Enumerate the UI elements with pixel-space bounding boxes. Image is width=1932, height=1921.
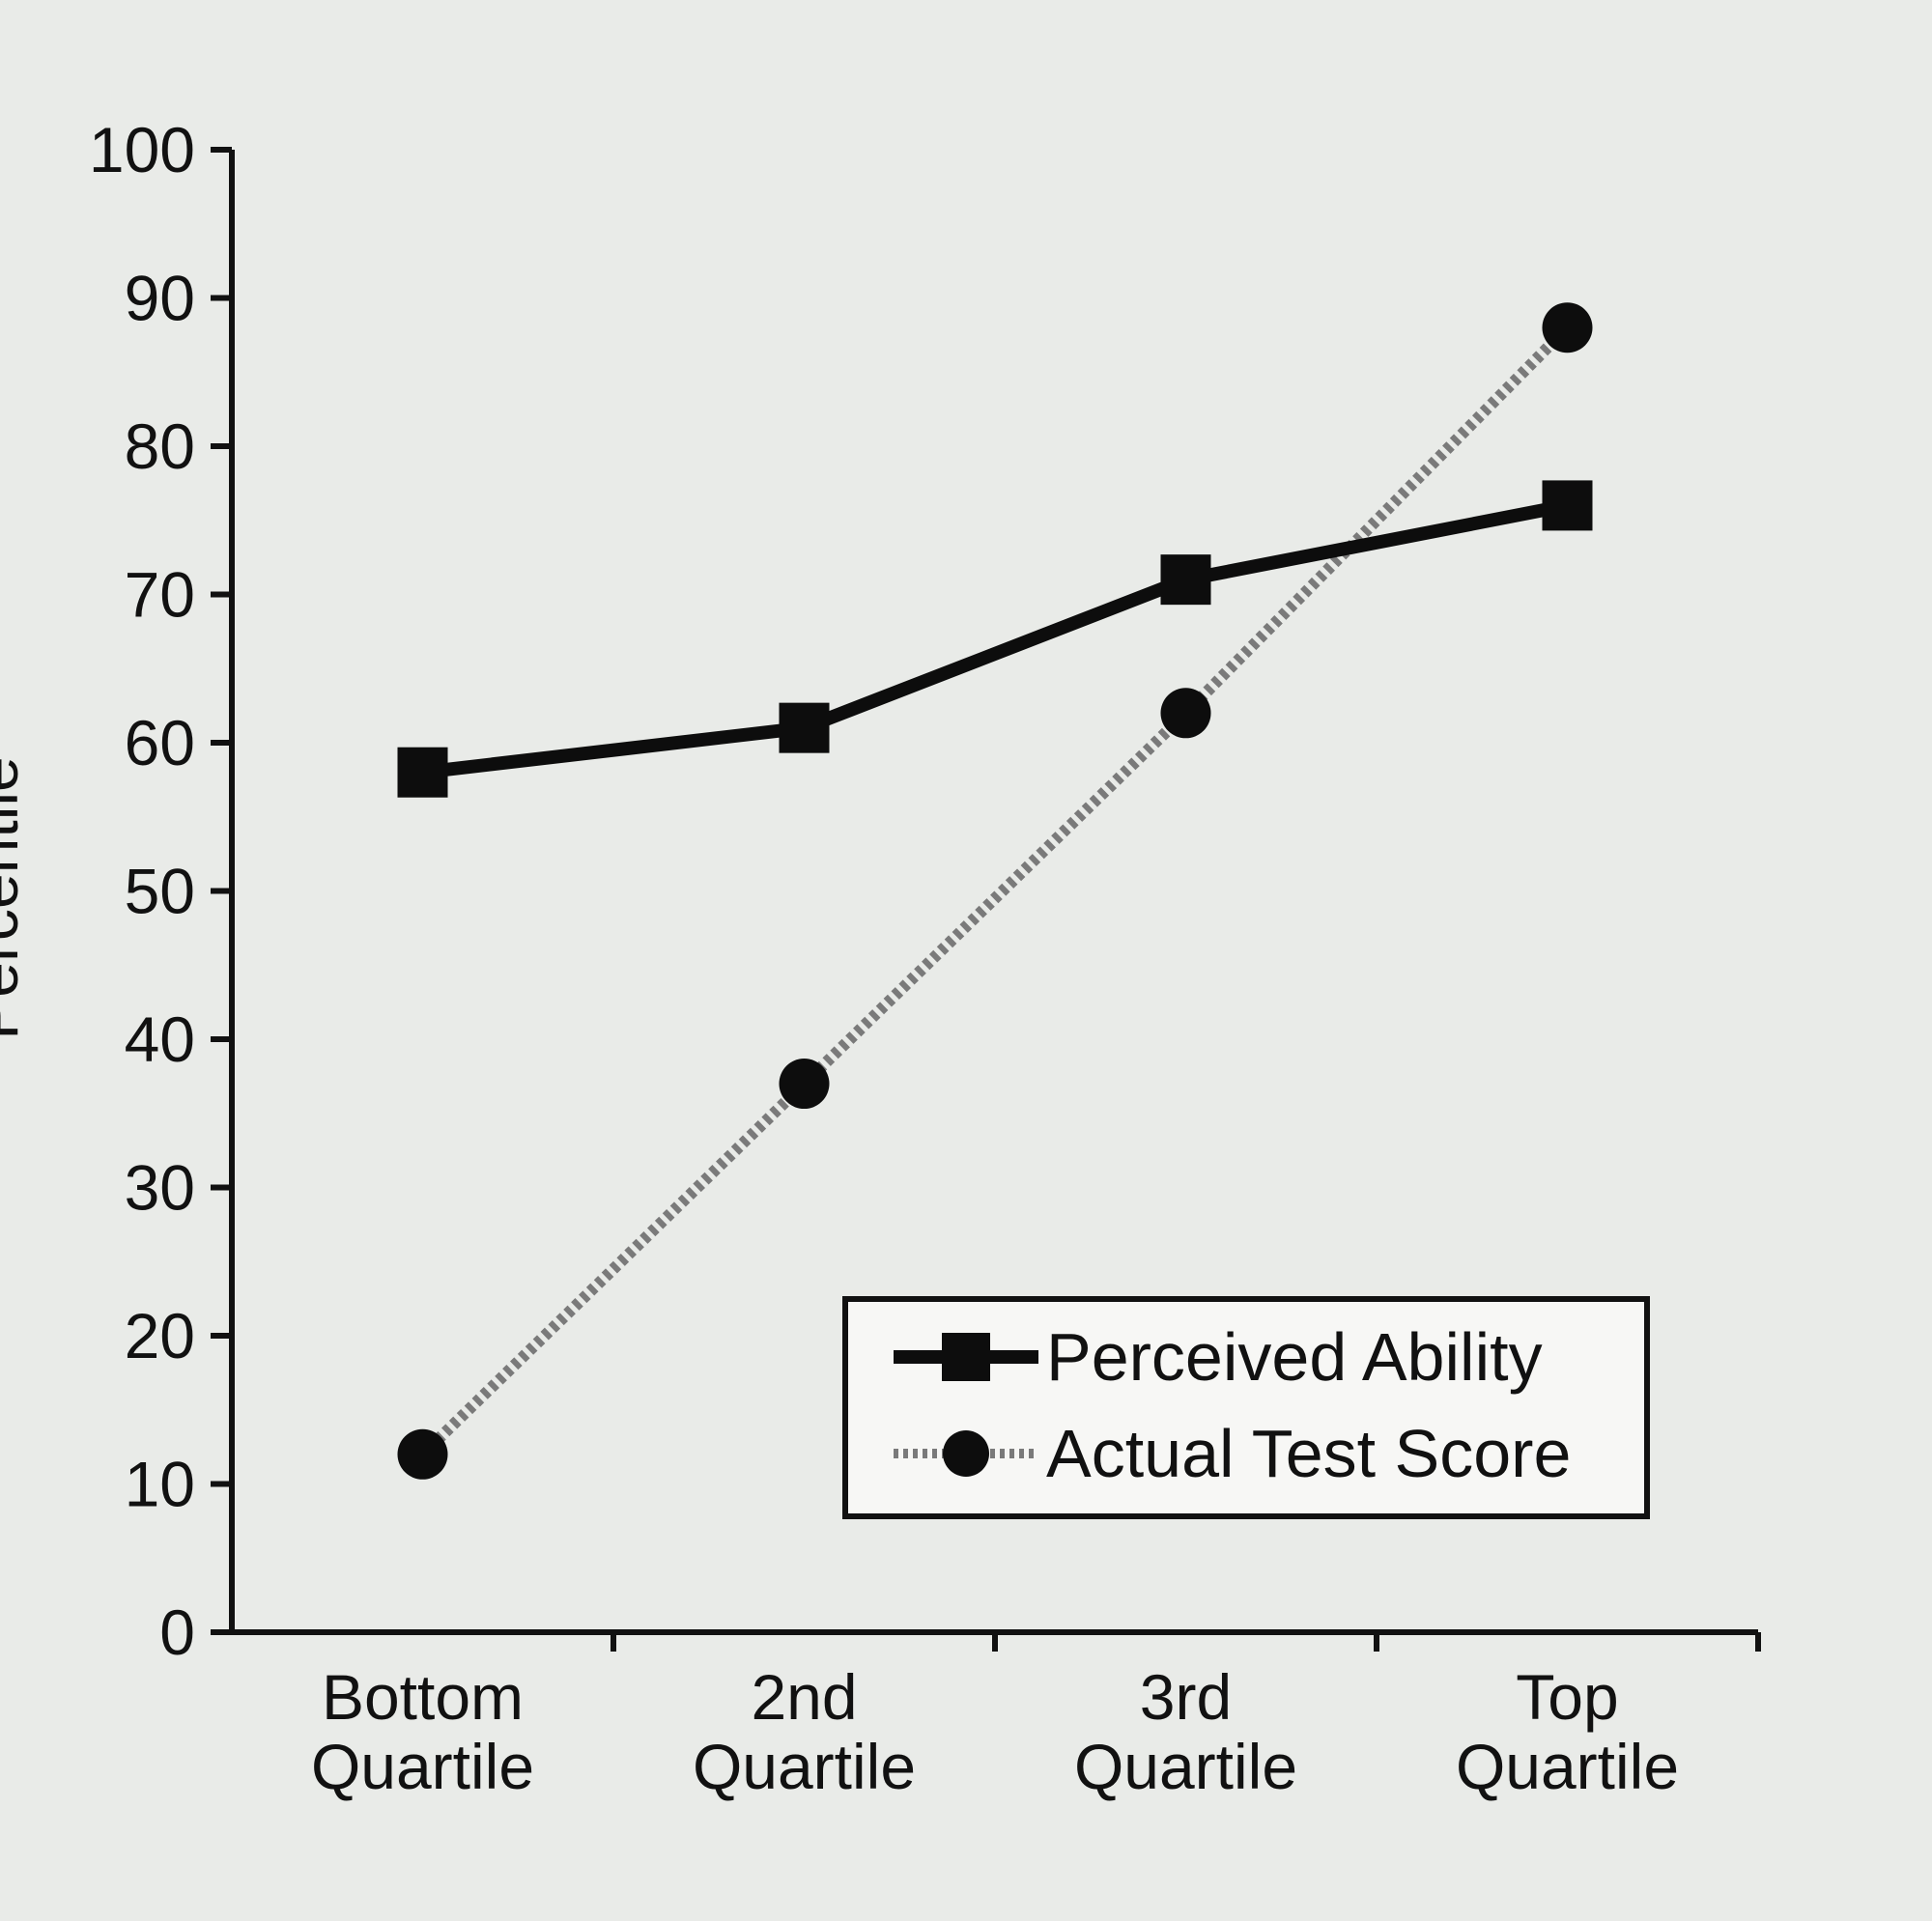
- data-point-actual-test-score: [779, 1059, 830, 1110]
- legend-label-actual-test-score: Actual Test Score: [1046, 1416, 1571, 1491]
- y-tick-label: 70: [125, 559, 195, 631]
- x-tick-label-line: Quartile: [311, 1731, 534, 1802]
- y-tick-label: 40: [125, 1003, 195, 1075]
- legend: Perceived Ability Actual Test Score: [842, 1296, 1650, 1519]
- y-ticks: 0 10 20 30 40 50 60 70 80 90 100: [89, 114, 232, 1668]
- data-point-actual-test-score: [397, 1428, 448, 1480]
- x-tick-label-line: Quartile: [693, 1731, 916, 1802]
- x-tick-label-line: Bottom: [322, 1661, 524, 1733]
- y-axis-label: Percentile: [0, 756, 31, 1040]
- x-tick-label-line: Top: [1516, 1661, 1618, 1733]
- data-point-actual-test-score: [1542, 302, 1593, 353]
- data-point-perceived-ability: [397, 747, 448, 798]
- legend-marker-actual-test-score: [943, 1430, 989, 1477]
- x-tick-label-line: 3rd: [1140, 1661, 1232, 1733]
- series-line-perceived-ability: [421, 498, 1569, 779]
- y-tick-label: 90: [125, 263, 195, 334]
- data-point-perceived-ability: [1160, 554, 1211, 606]
- data-point-perceived-ability: [779, 702, 830, 753]
- y-tick-label: 50: [125, 856, 195, 927]
- series-perceived-ability: [397, 480, 1593, 798]
- x-tick-label-line: 2nd: [751, 1661, 857, 1733]
- y-axis: 0 10 20 30 40 50 60 70 80 90 100: [89, 114, 235, 1668]
- legend-marker-perceived-ability: [942, 1333, 990, 1381]
- x-tick-label: 2nd Quartile: [693, 1661, 916, 1802]
- legend-label-perceived-ability: Perceived Ability: [1046, 1319, 1543, 1395]
- y-tick-label: 80: [125, 410, 195, 482]
- x-tick-label: Top Quartile: [1456, 1661, 1679, 1802]
- y-tick-label: 100: [89, 114, 195, 185]
- x-tick-label: Bottom Quartile: [311, 1661, 534, 1802]
- x-tick-label-line: Quartile: [1074, 1731, 1297, 1802]
- data-point-perceived-ability: [1542, 480, 1593, 531]
- y-tick-label: 30: [125, 1152, 195, 1224]
- y-tick-label: 10: [125, 1449, 195, 1520]
- series-line-actual-test-score: [418, 323, 1572, 1459]
- series-layer: [397, 302, 1593, 1480]
- x-tick-label-line: Quartile: [1456, 1731, 1679, 1802]
- y-tick-label: 60: [125, 707, 195, 778]
- series-actual-test-score: [397, 302, 1593, 1480]
- x-tick-label: 3rd Quartile: [1074, 1661, 1297, 1802]
- y-tick-label: 0: [159, 1596, 195, 1668]
- data-point-actual-test-score: [1160, 688, 1211, 739]
- y-tick-label: 20: [125, 1300, 195, 1371]
